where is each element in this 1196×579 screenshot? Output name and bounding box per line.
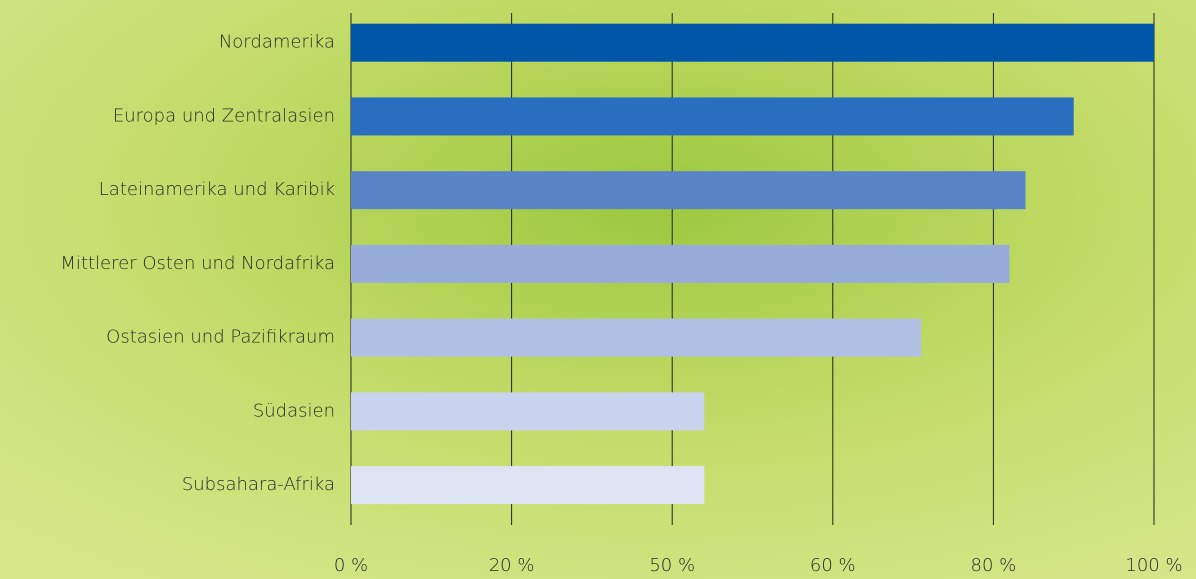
bar xyxy=(351,392,705,431)
bar xyxy=(351,466,705,505)
category-label: Lateinamerika und Karibik xyxy=(99,179,335,200)
bar xyxy=(351,244,1010,283)
category-label: Ostasien und Pazifikraum xyxy=(106,327,335,348)
x-tick-label: 50 % xyxy=(649,555,695,576)
category-label: Subsahara-Afrika xyxy=(182,474,335,495)
x-tick-label: 80 % xyxy=(971,555,1017,576)
bar xyxy=(351,23,1154,62)
bar xyxy=(351,318,922,357)
x-tick-label: 0 % xyxy=(334,555,368,576)
x-tick-label: 100 % xyxy=(1125,555,1182,576)
x-tick-label: 60 % xyxy=(810,555,856,576)
bar xyxy=(351,97,1074,136)
category-label: Südasien xyxy=(253,400,335,421)
x-tick-label: 20 % xyxy=(489,555,535,576)
category-label: Nordamerika xyxy=(219,32,335,53)
bar xyxy=(351,171,1026,210)
category-label: Mittlerer Osten und Nordafrika xyxy=(60,253,335,274)
category-label: Europa und Zentralasien xyxy=(113,105,335,126)
